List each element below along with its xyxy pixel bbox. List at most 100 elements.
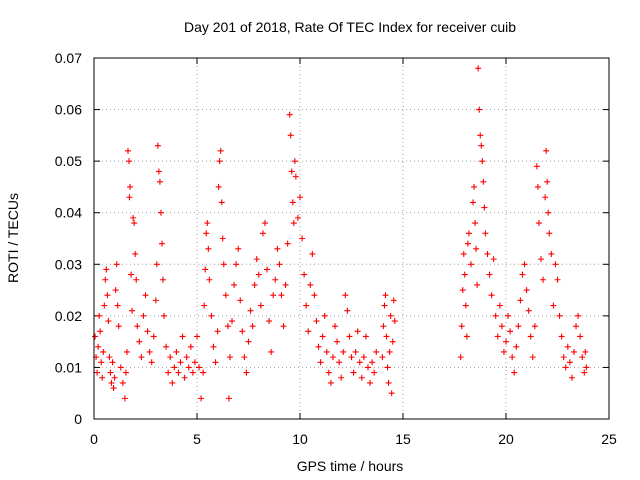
data-point <box>210 343 217 350</box>
data-point <box>482 230 489 237</box>
y-tick-label: 0 <box>74 411 82 427</box>
data-point <box>191 359 198 366</box>
data-point <box>582 348 589 355</box>
data-point <box>519 271 526 278</box>
data-point <box>160 276 167 283</box>
data-point <box>573 323 580 330</box>
data-point <box>350 369 357 376</box>
data-point <box>288 168 295 175</box>
data-point <box>102 276 109 283</box>
data-point <box>142 292 149 299</box>
data-point <box>474 281 481 288</box>
data-point <box>144 328 151 335</box>
x-tick-label: 15 <box>395 431 411 447</box>
data-point <box>229 318 236 325</box>
data-point <box>486 271 493 278</box>
data-point <box>581 369 588 376</box>
y-tick-label: 0.06 <box>55 102 82 118</box>
data-point <box>204 220 211 227</box>
data-point <box>556 312 563 319</box>
data-point <box>96 312 103 319</box>
data-point <box>280 323 287 330</box>
y-tick-label: 0.07 <box>55 50 82 66</box>
data-point <box>369 359 376 366</box>
data-point <box>292 173 299 180</box>
data-point <box>284 240 291 247</box>
data-point <box>477 132 484 139</box>
data-point <box>259 230 266 237</box>
data-point <box>134 323 141 330</box>
data-point <box>109 359 116 366</box>
data-point <box>157 209 164 216</box>
data-point <box>110 385 117 392</box>
data-point <box>496 302 503 309</box>
data-point <box>124 147 131 154</box>
data-point <box>132 250 139 257</box>
y-tick-label: 0.05 <box>55 153 82 169</box>
data-point <box>301 271 308 278</box>
data-point <box>196 364 203 371</box>
data-point <box>185 364 192 371</box>
data-point <box>219 235 226 242</box>
plot-frame <box>93 57 610 420</box>
data-point <box>463 333 470 340</box>
data-point <box>465 230 472 237</box>
data-point <box>462 302 469 309</box>
data-point <box>167 354 174 361</box>
data-point <box>560 354 567 361</box>
data-point <box>542 194 549 201</box>
data-point <box>247 307 254 314</box>
x-tick-label: 5 <box>193 431 201 447</box>
data-point <box>122 369 129 376</box>
data-point <box>577 333 584 340</box>
data-point <box>382 292 389 299</box>
data-point <box>123 348 130 355</box>
data-point <box>507 328 514 335</box>
data-point <box>133 276 140 283</box>
data-point <box>181 374 188 381</box>
data-point <box>570 348 577 355</box>
data-point <box>261 220 268 227</box>
data-point <box>464 240 471 247</box>
data-point <box>202 266 209 273</box>
data-point <box>253 256 260 263</box>
data-point <box>319 333 326 340</box>
data-point <box>521 261 528 268</box>
data-point <box>523 287 530 294</box>
data-point <box>484 250 491 257</box>
data-point <box>517 297 524 304</box>
data-point <box>208 312 215 319</box>
data-point <box>126 158 133 165</box>
data-point <box>329 354 336 361</box>
data-point <box>490 256 497 263</box>
x-tick-label: 25 <box>601 431 617 447</box>
data-point <box>299 235 306 242</box>
data-point <box>245 338 252 345</box>
data-point <box>564 343 571 350</box>
data-point <box>540 276 547 283</box>
data-point <box>379 354 386 361</box>
data-point <box>225 395 232 402</box>
data-point <box>171 364 178 371</box>
data-point <box>543 147 550 154</box>
grid <box>94 58 609 419</box>
data-point <box>481 204 488 211</box>
data-point <box>94 369 101 376</box>
x-axis-label: GPS time / hours <box>297 458 404 474</box>
data-point <box>105 318 112 325</box>
data-point <box>546 230 553 237</box>
data-point <box>98 359 105 366</box>
data-point <box>206 276 213 283</box>
data-point <box>529 354 536 361</box>
y-axis-label: ROTI / TECUs <box>5 193 21 283</box>
data-point <box>340 348 347 355</box>
data-point <box>243 369 250 376</box>
data-point <box>126 194 133 201</box>
data-point <box>505 312 512 319</box>
data-point <box>155 168 162 175</box>
data-point <box>558 333 565 340</box>
data-point <box>480 178 487 185</box>
data-point <box>309 250 316 257</box>
data-point <box>218 199 225 206</box>
data-point <box>476 106 483 113</box>
